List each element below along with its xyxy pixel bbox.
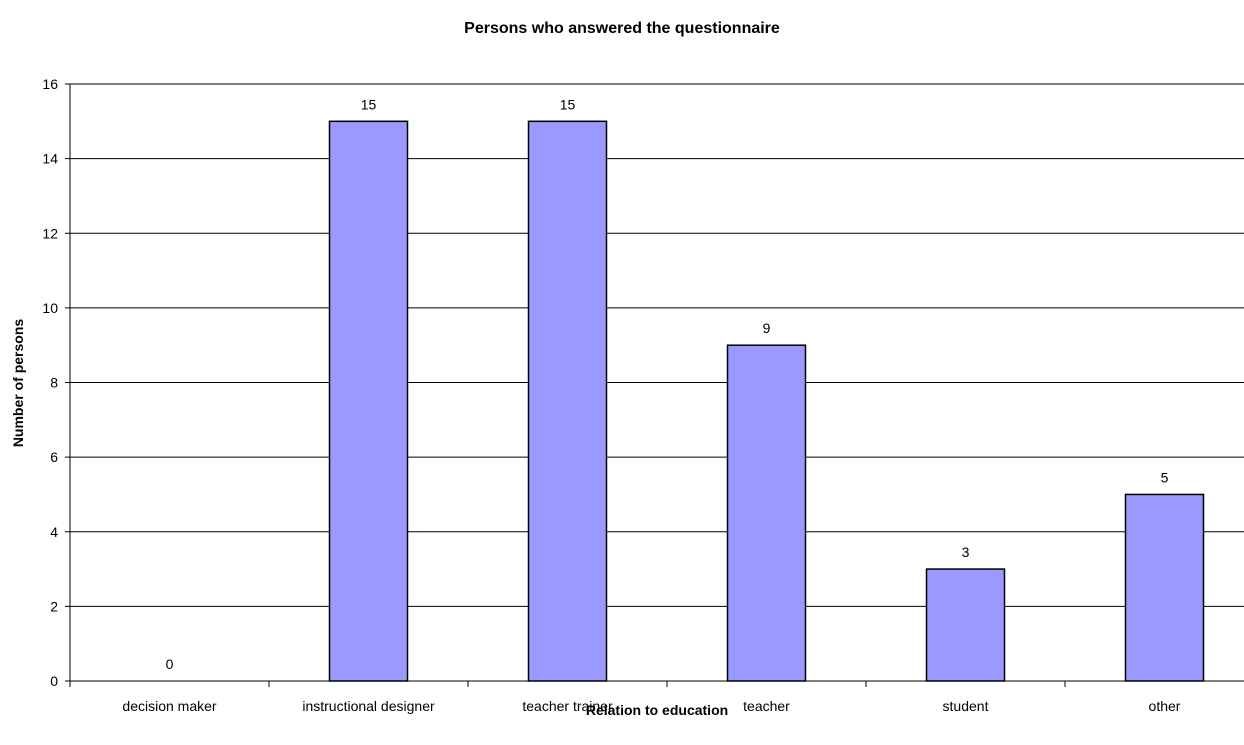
y-tick-label: 8 [50, 375, 58, 391]
y-tick-label: 4 [50, 524, 58, 540]
y-tick-label: 12 [42, 225, 58, 241]
y-tick-label: 0 [50, 673, 58, 689]
y-tick-label: 2 [50, 598, 58, 614]
bar [726, 344, 807, 682]
bar [527, 120, 608, 682]
x-tick-label: decision maker [122, 698, 216, 714]
x-tick-label: other [1149, 698, 1181, 714]
x-tick-label: teacher [743, 698, 790, 714]
chart-title: Persons who answered the questionnaire [464, 20, 780, 37]
bar [1124, 493, 1205, 682]
x-tick-label: instructional designer [302, 698, 435, 714]
x-tick-label: student [943, 698, 989, 714]
data-label: 9 [763, 320, 771, 336]
y-tick-label: 14 [42, 151, 58, 167]
data-label: 3 [962, 544, 970, 560]
bar [328, 120, 409, 682]
x-tick-label: teacher trainer [522, 698, 613, 714]
y-tick-label: 10 [42, 300, 58, 316]
data-label: 15 [560, 96, 576, 112]
x-axis-label: Relation to education [585, 702, 729, 718]
data-label: 5 [1161, 469, 1169, 485]
data-label: 15 [361, 96, 377, 112]
bar [925, 568, 1006, 682]
y-tick-label: 6 [50, 449, 58, 465]
data-label: 0 [166, 656, 174, 672]
y-axis-label: Number of persons [10, 318, 26, 448]
y-tick-label: 16 [42, 76, 58, 92]
